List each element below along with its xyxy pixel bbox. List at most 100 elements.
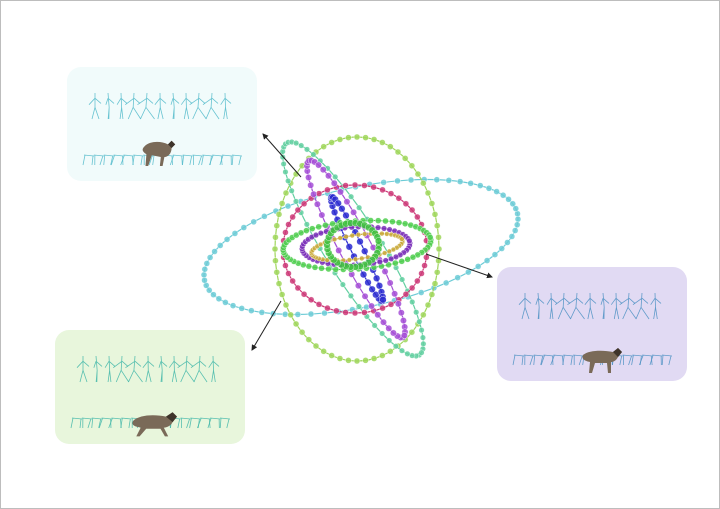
orbit-bead [397,309,405,317]
skeleton-row-upper [76,355,220,383]
orbit-bead [371,322,378,329]
arrow-to-right-panel [425,253,493,279]
skeleton-pose [192,154,203,166]
orbit-bead [359,270,368,279]
orbit-bead [272,234,279,241]
skeleton-pose [82,154,95,166]
orbit-bead [238,305,245,312]
orbit-bead [465,268,472,276]
orbit-bead [398,258,405,265]
orbit-bead [386,337,393,344]
orbit-bead [493,188,500,195]
orbit-mint-tilted [279,139,427,360]
orbit-bead [223,236,231,243]
skeleton-pose [180,417,191,429]
orbit-bead [280,160,287,167]
orbit-bead [348,193,355,200]
orbit-bead [386,248,392,254]
orbit-bead [346,257,352,263]
skeleton-pose [120,417,132,429]
orbit-bead [431,280,439,287]
orbit-bead [380,318,387,326]
skeleton-pose [103,154,114,166]
skeleton-pose [180,92,193,120]
orbit-bead [355,232,362,238]
orbit-bead [305,263,313,270]
orbit-bead [368,285,376,293]
skeleton-pose [154,92,167,120]
orbit-bead [420,340,427,347]
orbit-bead [307,310,315,318]
orbit-bead [345,134,352,141]
panel-top-left-background [67,67,257,181]
orbit-bead [319,166,327,174]
orbit-bead [361,247,369,255]
orbit-bead [324,304,331,312]
orbit-bead [382,257,389,264]
skeleton-pose [91,417,102,429]
skeleton-pose [619,292,637,320]
orbit-bead [342,211,350,220]
orbit-bead [391,290,399,298]
orbit-bead [300,291,308,298]
orbit-bead [379,352,386,359]
orbit-bead [414,170,422,178]
orbit-bead [491,251,499,258]
orbit-bead [406,237,413,244]
orbit-bead [273,269,280,276]
skeleton-pose [93,355,103,383]
skeleton-pose [88,93,102,120]
arrow-to-bottom-left-panel [251,300,282,351]
skeleton-pose [93,154,104,166]
orbit-bead [382,217,389,225]
orbit-bead [294,206,302,214]
orbit-bead [428,200,436,207]
orbit-bead [379,231,385,237]
orbit-bead [421,262,428,269]
skeleton-pose [584,292,597,320]
orbit-bead [231,230,239,237]
orbit-bead [408,284,416,292]
orbit-bead [336,355,344,362]
skeleton-pose [158,355,168,383]
arrow-to-top-left-panel [262,133,302,178]
orbit-bead [419,334,426,341]
orbit-bead [310,190,318,198]
orbit-bead [335,247,343,254]
skeleton-pose [125,355,143,383]
skeleton-pose [207,417,221,429]
orbit-bead [310,151,317,158]
orbit-bead [427,234,434,241]
orbit-bead [312,342,320,350]
orbit-bead [401,332,408,339]
orbit-bead [336,136,344,143]
skeleton-pose [169,154,183,166]
orbit-bead [206,254,214,261]
orbit-bead [352,256,359,262]
orbit-bead [508,233,516,240]
skeleton-pose [81,417,92,429]
orbit-bead [273,222,280,229]
orbit-bead [361,182,368,189]
orbit-bead [390,329,397,337]
orbit-bead [359,255,365,262]
orbit-bead [400,317,407,324]
skeleton-pose [220,92,232,120]
orbit-bead [303,221,310,228]
orbit-bead [402,155,409,162]
orbit-bead [353,357,361,365]
orbit-bead [328,352,335,359]
orbit-bead [275,211,283,218]
skeleton-row-upper [518,292,662,320]
orbit-bead [408,329,416,336]
orbit-bead [379,296,387,304]
orbit-bead [343,234,349,240]
orbit-bead [511,227,519,234]
orbit-bead [394,148,402,156]
orbit-bead [395,219,403,226]
orbit-bead [353,133,361,141]
orbit-bead [385,324,393,332]
orbit-bead [258,309,266,316]
orbit-bead [435,234,442,241]
orbit-bead [414,277,421,285]
